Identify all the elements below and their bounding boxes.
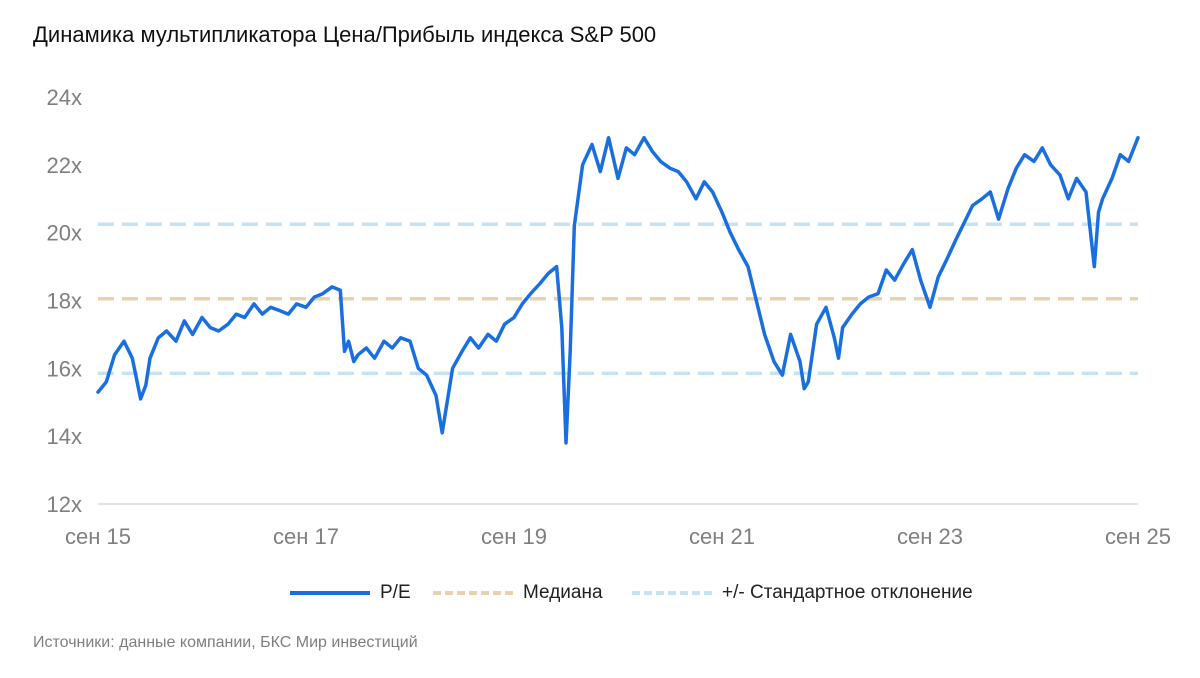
reference-lines — [98, 222, 1138, 376]
legend-swatch-pe — [290, 591, 370, 595]
y-tick-label: 22x — [47, 153, 82, 178]
pe-chart: 12x 14x 16x 18x 20x 22x 24x сен 15 сен 17 сен 19… — [47, 85, 1171, 549]
chart-title: Динамика мультипликатора Цена/Прибыль ин… — [33, 22, 657, 47]
x-tick-label: сен 21 — [689, 524, 755, 549]
legend-swatch-std — [632, 591, 712, 595]
y-tick-label: 24x — [47, 85, 82, 110]
legend-label-median: Медиана — [523, 582, 603, 603]
legend-label-std: +/- Стандартное отклонение — [722, 582, 973, 603]
x-axis-ticks: сен 15 сен 17 сен 19 сен 21 сен 23 сен 25 — [65, 524, 1171, 549]
x-tick-label: сен 15 — [65, 524, 131, 549]
y-tick-label: 12x — [47, 492, 82, 517]
x-tick-label: сен 23 — [897, 524, 963, 549]
pe-series-line — [96, 135, 1140, 445]
legend-item-std: +/- Стандартное отклонение — [632, 578, 973, 608]
x-tick-label: сен 17 — [273, 524, 339, 549]
source-note: Источники: данные компании, БКС Мир инве… — [33, 634, 418, 651]
legend-label-pe: P/E — [380, 582, 411, 603]
x-tick-label: сен 19 — [481, 524, 547, 549]
legend: P/E Медиана +/- Стандартное отклонение — [0, 578, 1200, 608]
y-tick-label: 20x — [47, 221, 82, 246]
y-tick-label: 16x — [47, 356, 82, 381]
legend-swatch-median — [433, 591, 513, 595]
x-tick-label: сен 25 — [1105, 524, 1171, 549]
y-tick-label: 14x — [47, 424, 82, 449]
y-tick-label: 18x — [47, 289, 82, 314]
y-axis-ticks: 12x 14x 16x 18x 20x 22x 24x — [47, 85, 82, 517]
legend-item-pe: P/E — [290, 578, 411, 608]
legend-item-median: Медиана — [433, 578, 603, 608]
